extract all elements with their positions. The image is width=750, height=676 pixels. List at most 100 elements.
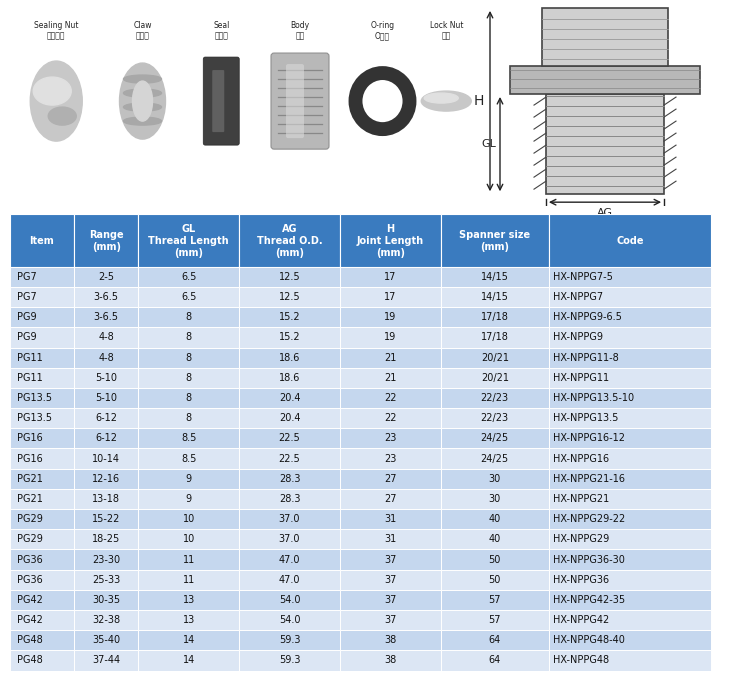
Bar xyxy=(74,327,138,347)
Text: 3-6.5: 3-6.5 xyxy=(94,312,118,322)
Bar xyxy=(74,630,138,650)
Text: HX-NPPG9: HX-NPPG9 xyxy=(554,333,603,343)
Text: 17: 17 xyxy=(384,272,397,282)
Text: 37.0: 37.0 xyxy=(279,534,300,544)
Text: 22/23: 22/23 xyxy=(481,393,508,403)
Bar xyxy=(10,509,74,529)
Bar xyxy=(441,408,549,429)
Bar xyxy=(441,570,549,590)
Text: PG11: PG11 xyxy=(17,353,43,362)
Text: Spanner size
(mm): Spanner size (mm) xyxy=(459,230,530,251)
Text: 54.0: 54.0 xyxy=(279,595,300,605)
Text: 6-12: 6-12 xyxy=(95,433,117,443)
Bar xyxy=(549,429,711,448)
Bar xyxy=(74,590,138,610)
Bar xyxy=(340,610,441,630)
Bar xyxy=(239,468,340,489)
Text: 54.0: 54.0 xyxy=(279,615,300,625)
Bar xyxy=(441,448,549,468)
Text: AG: AG xyxy=(597,208,613,218)
Text: 22: 22 xyxy=(384,413,397,423)
Bar xyxy=(74,388,138,408)
Bar xyxy=(239,327,340,347)
Bar xyxy=(239,650,340,671)
Bar xyxy=(74,267,138,287)
Text: 22.5: 22.5 xyxy=(279,433,301,443)
Bar xyxy=(549,550,711,570)
Text: HX-NPPG48: HX-NPPG48 xyxy=(554,656,609,665)
Text: 15-22: 15-22 xyxy=(92,514,120,524)
Text: 6.5: 6.5 xyxy=(181,272,196,282)
Text: 57: 57 xyxy=(488,615,501,625)
Text: HX-NPPG16-12: HX-NPPG16-12 xyxy=(554,433,626,443)
Text: 31: 31 xyxy=(384,534,397,544)
Bar xyxy=(138,570,239,590)
Bar xyxy=(340,590,441,610)
Text: 14/15: 14/15 xyxy=(481,272,508,282)
Bar xyxy=(239,448,340,468)
Text: 8.5: 8.5 xyxy=(181,433,196,443)
Text: 12.5: 12.5 xyxy=(279,272,300,282)
Text: 47.0: 47.0 xyxy=(279,554,300,564)
Bar xyxy=(10,388,74,408)
Text: Seal
密封件: Seal 密封件 xyxy=(213,21,230,41)
Bar xyxy=(138,429,239,448)
Bar xyxy=(239,267,340,287)
Text: HX-NPPG11: HX-NPPG11 xyxy=(554,373,609,383)
Bar xyxy=(239,570,340,590)
Bar xyxy=(239,509,340,529)
Bar xyxy=(10,468,74,489)
Bar xyxy=(138,267,239,287)
Text: Item: Item xyxy=(29,235,54,245)
Text: 17/18: 17/18 xyxy=(481,312,508,322)
Text: 31: 31 xyxy=(384,514,397,524)
Bar xyxy=(138,327,239,347)
Bar xyxy=(138,388,239,408)
Text: 5-10: 5-10 xyxy=(95,393,117,403)
Text: 59.3: 59.3 xyxy=(279,656,300,665)
Bar xyxy=(74,489,138,509)
Text: 35-40: 35-40 xyxy=(92,635,120,646)
Text: 37-44: 37-44 xyxy=(92,656,120,665)
Bar xyxy=(74,448,138,468)
Text: Sealing Nut
密封螺帽: Sealing Nut 密封螺帽 xyxy=(34,21,79,41)
Text: HX-NPPG13.5-10: HX-NPPG13.5-10 xyxy=(554,393,634,403)
Text: 38: 38 xyxy=(384,656,397,665)
Bar xyxy=(239,429,340,448)
Ellipse shape xyxy=(422,91,471,111)
Text: PG42: PG42 xyxy=(17,595,43,605)
Bar xyxy=(138,509,239,529)
Bar xyxy=(10,529,74,550)
Text: 17/18: 17/18 xyxy=(481,333,508,343)
Text: 15.2: 15.2 xyxy=(279,312,300,322)
Text: 30: 30 xyxy=(489,494,501,504)
Bar xyxy=(441,287,549,307)
Text: HX-NPPG42: HX-NPPG42 xyxy=(554,615,610,625)
Bar xyxy=(138,489,239,509)
Text: HX-NPPG7: HX-NPPG7 xyxy=(554,292,603,302)
Bar xyxy=(74,307,138,327)
Bar xyxy=(239,590,340,610)
Text: 27: 27 xyxy=(384,474,397,484)
Bar xyxy=(441,214,549,267)
Text: AG
Thread O.D.
(mm): AG Thread O.D. (mm) xyxy=(256,224,322,258)
Text: Body
主体: Body 主体 xyxy=(290,21,310,41)
Bar xyxy=(441,327,549,347)
Bar xyxy=(138,529,239,550)
Text: 8: 8 xyxy=(186,353,192,362)
Bar xyxy=(10,287,74,307)
Text: Code: Code xyxy=(616,235,644,245)
Text: PG13.5: PG13.5 xyxy=(17,393,52,403)
Text: 4-8: 4-8 xyxy=(98,353,114,362)
Bar xyxy=(549,448,711,468)
Bar xyxy=(239,214,340,267)
Bar xyxy=(542,8,668,66)
Bar xyxy=(239,630,340,650)
Text: 64: 64 xyxy=(489,656,501,665)
Text: 23: 23 xyxy=(384,433,397,443)
Bar xyxy=(340,509,441,529)
Bar xyxy=(549,489,711,509)
Bar xyxy=(239,307,340,327)
Bar xyxy=(138,214,239,267)
Bar xyxy=(549,590,711,610)
